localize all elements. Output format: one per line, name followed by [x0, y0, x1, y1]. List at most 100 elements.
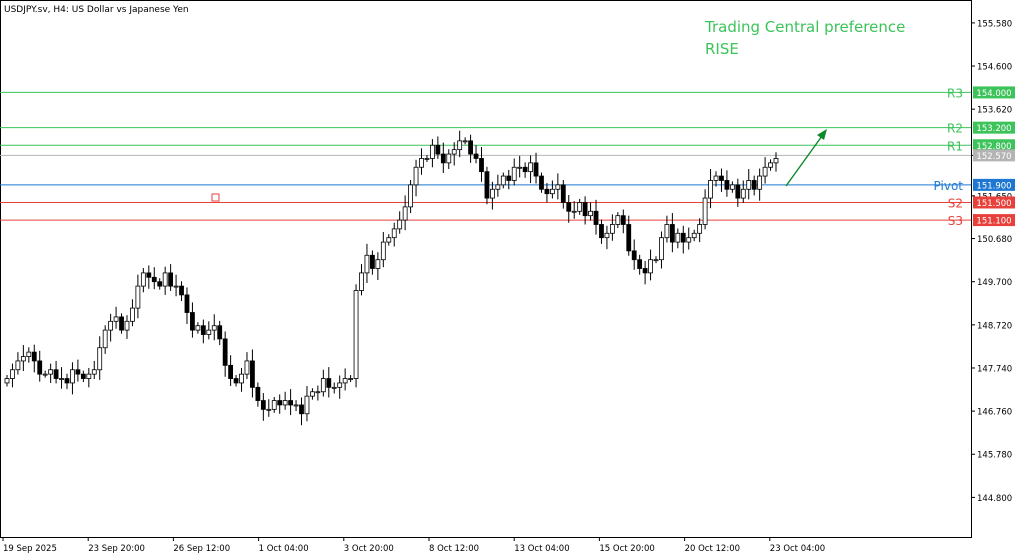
candle-body-up [740, 188, 746, 199]
x-tick-label: 23 Oct 04:00 [770, 544, 825, 554]
candle-body-up [353, 290, 359, 379]
rise-arrow [785, 129, 827, 187]
candle-body-up [451, 149, 457, 155]
candle-body-up [331, 386, 337, 389]
candle-body-up [380, 241, 386, 261]
candle-body-down [151, 276, 157, 283]
candle-body-up [26, 351, 32, 357]
candle-body-up [702, 197, 708, 225]
candle-body-down [533, 162, 539, 177]
price-tag-s3 [973, 214, 1015, 227]
candle-body-down [53, 369, 59, 379]
x-tick-label: 23 Sep 20:00 [88, 544, 145, 554]
candle-body-up [424, 158, 430, 160]
candle-body-down [277, 400, 283, 406]
candle-body-up [419, 158, 424, 168]
candle-body-up [653, 259, 659, 262]
candle-body-up [70, 369, 75, 384]
candle-body-up [729, 184, 735, 190]
candle-body-up [10, 369, 15, 379]
candle-body-up [162, 272, 168, 287]
candle-body-down [299, 404, 304, 415]
candle-body-up [375, 259, 381, 269]
event-marker [211, 193, 220, 202]
candle-body-down [479, 158, 484, 173]
candle-body-up [397, 219, 403, 230]
candle-body-up [408, 184, 413, 208]
candle-body-up [413, 166, 419, 186]
candle-body-up [446, 153, 452, 164]
y-tick-label: 145.780 [977, 451, 1012, 461]
candle-body-up [571, 210, 577, 213]
candle-body-down [146, 272, 152, 278]
y-tick-label: 148.720 [977, 321, 1012, 331]
candle-body-down [64, 378, 70, 384]
candle-body-up [48, 369, 54, 375]
x-tick-label: 15 Oct 20:00 [599, 544, 654, 554]
price-tag-text-r2: 153.200 [976, 124, 1011, 134]
candle-body-up [102, 329, 108, 349]
candle-body-up [430, 144, 435, 159]
candle-body-down [637, 259, 643, 269]
candle-body-down [288, 400, 294, 406]
candle-body-up [113, 316, 119, 322]
candle-body-up [130, 307, 135, 322]
candle-body-down [255, 386, 261, 401]
price-tag-s2 [973, 196, 1015, 209]
candle-body-up [549, 188, 555, 195]
x-tick-label: 8 Oct 12:00 [429, 544, 479, 554]
candle-body-up [173, 285, 179, 288]
y-tick-label: 155.580 [977, 19, 1012, 29]
candle-body-up [489, 188, 495, 199]
y-tick-label: 150.680 [977, 235, 1012, 245]
preference-direction: RISE [705, 40, 739, 58]
candle-body-up [500, 175, 506, 186]
candle-body-up [359, 272, 364, 291]
candle-body-down [435, 144, 441, 155]
candle-body-down [440, 153, 446, 164]
candle-body-down [222, 338, 228, 366]
candle-body-up [266, 408, 272, 411]
candle-body-up [511, 166, 517, 181]
candle-body-up [108, 320, 114, 331]
y-tick-label: 153.620 [977, 106, 1012, 116]
candle-body-down [642, 268, 648, 274]
candle-body-up [293, 404, 299, 407]
candle-body-up [211, 325, 217, 331]
candle-body-down [80, 373, 86, 379]
candle-body-down [522, 166, 528, 173]
candle-body-up [457, 140, 463, 151]
candle-body-up [15, 360, 21, 371]
price-tag-text-pivot: 151.900 [976, 181, 1011, 191]
candle-body-down [217, 325, 223, 340]
candle-body-up [315, 391, 321, 394]
candle-body-up [528, 162, 533, 173]
candle-body-down [484, 171, 490, 199]
candle-body-down [190, 312, 195, 331]
candle-body-down [157, 281, 163, 287]
candle-body-down [560, 184, 566, 203]
candle-body-up [337, 382, 343, 388]
candle-body-up [686, 237, 692, 243]
level-name-r2: R2 [947, 122, 963, 136]
candle-body-down [228, 364, 234, 379]
x-tick-label: 20 Oct 12:00 [685, 544, 740, 554]
candle-body-down [599, 224, 604, 239]
candle-body-up [708, 180, 713, 199]
x-tick-label: 19 Sep 2025 [3, 544, 57, 554]
candle-body-up [462, 140, 468, 143]
candle-body-up [713, 175, 719, 181]
candle-body-up [310, 391, 315, 397]
candles [4, 130, 779, 426]
candle-body-up [604, 232, 610, 239]
candle-body-down [370, 254, 375, 269]
candle-body-up [271, 400, 277, 410]
candle-body-down [631, 250, 637, 261]
candle-body-up [402, 206, 408, 221]
level-name-r3: R3 [947, 86, 963, 100]
candle-body-down [626, 224, 632, 252]
candle-body-up [664, 224, 670, 239]
candle-body-up [577, 202, 583, 212]
level-name-s3: S3 [948, 214, 963, 228]
